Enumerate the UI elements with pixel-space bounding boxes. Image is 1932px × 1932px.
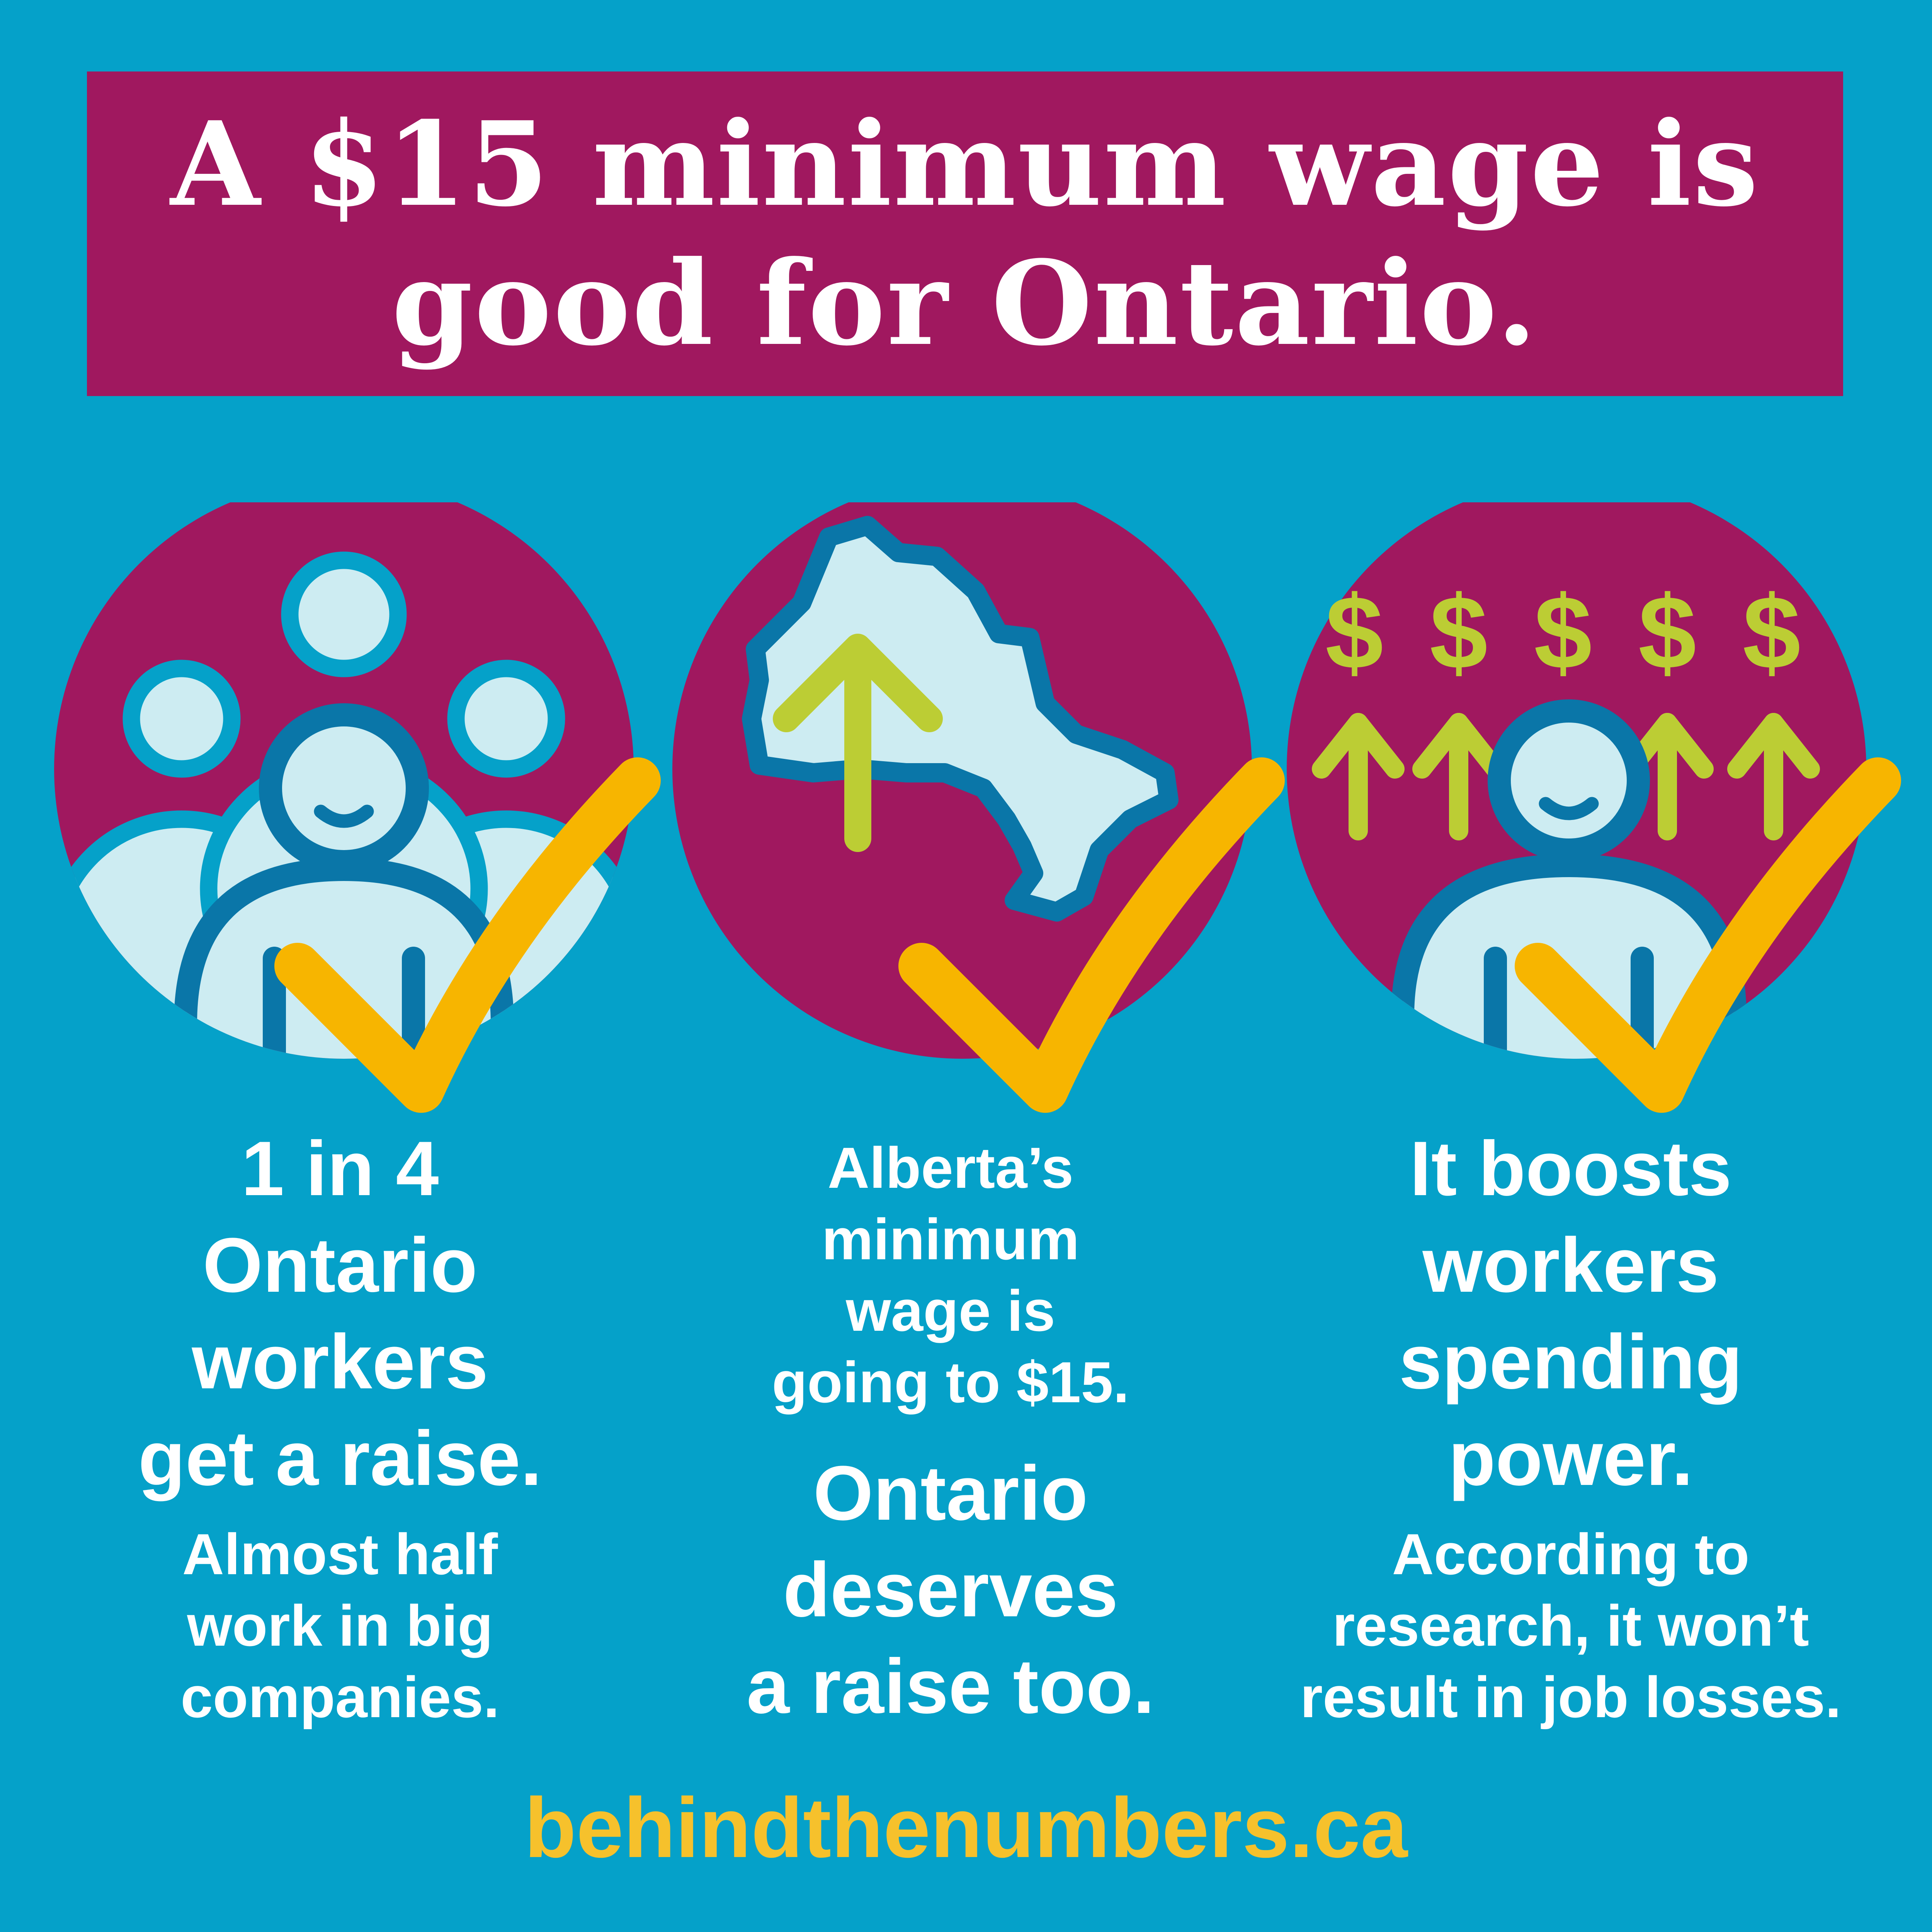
column-1-title-line: Ontario xyxy=(202,1222,478,1308)
column-1-subtitle-line: work in big xyxy=(187,1593,493,1658)
column-alberta-comparison: Alberta’s minimum wage is going to $15. … xyxy=(641,1132,1260,1735)
dollar-signs: $ $ $ $ $ xyxy=(1325,575,1801,691)
column-1-subtitle-line: companies. xyxy=(180,1665,500,1730)
column-workers-raise: 1 in 4 Ontario workers get a raise. Almo… xyxy=(31,1121,649,1733)
column-3-title-line: workers xyxy=(1422,1222,1719,1308)
column-2-intro-line: Alberta’s xyxy=(827,1135,1074,1200)
workers-group-icon xyxy=(54,502,661,1113)
column-1-title-line: get a raise. xyxy=(138,1415,542,1502)
headline-line-2: good for Ontario. xyxy=(391,235,1539,371)
column-2-title-line: Ontario xyxy=(813,1450,1088,1536)
checkmark-icon xyxy=(1515,757,1901,1113)
up-arrow-icon xyxy=(773,634,943,852)
column-3-title-line: It boosts xyxy=(1410,1126,1732,1212)
column-3-title-line: spending xyxy=(1399,1319,1743,1405)
up-arrows xyxy=(1312,713,1820,840)
footer-url: behindthenumbers.ca xyxy=(524,1780,1408,1875)
checkmark-icon xyxy=(898,757,1285,1113)
column-2-intro-line: minimum xyxy=(821,1207,1080,1272)
column-3-title-line: power. xyxy=(1448,1415,1693,1502)
column-2-title-line: a raise too. xyxy=(747,1643,1155,1730)
column-1-subtitle-line: Almost half xyxy=(182,1522,498,1587)
column-1-title-line: 1 in 4 xyxy=(241,1126,439,1212)
checkmark-icon xyxy=(274,757,661,1113)
column-3-subtitle-line: result in job losses. xyxy=(1300,1665,1842,1730)
column-2-intro-line: going to $15. xyxy=(772,1350,1129,1415)
headline-banner: A $15 minimum wage is good for Ontario. xyxy=(87,71,1843,396)
spending-power-icon: $ $ $ $ $ xyxy=(1287,502,1901,1113)
column-1-title-line: workers xyxy=(192,1319,488,1405)
column-2-title-line: deserves xyxy=(783,1547,1118,1633)
column-2-intro-line: wage is xyxy=(846,1278,1055,1343)
ontario-map-arrow-icon xyxy=(672,502,1285,1113)
dollar-sign-3: $ xyxy=(1534,575,1592,691)
dollar-sign-2: $ xyxy=(1430,575,1488,691)
dollar-sign-4: $ xyxy=(1638,575,1696,691)
dollar-sign-5: $ xyxy=(1743,575,1801,691)
column-3-subtitle-line: According to xyxy=(1392,1522,1750,1587)
dollar-sign-1: $ xyxy=(1325,575,1383,691)
headline-line-1: A $15 minimum wage is xyxy=(170,96,1760,232)
column-3-subtitle-line: research, it won’t xyxy=(1332,1593,1809,1658)
column-spending-power: It boosts workers spending power. Accord… xyxy=(1262,1121,1880,1733)
